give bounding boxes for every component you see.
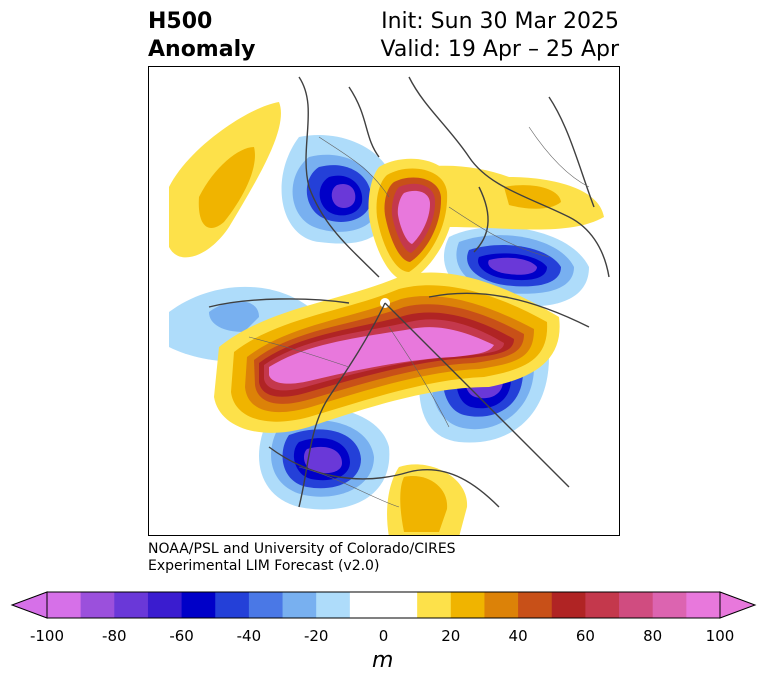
coastlines xyxy=(208,76,610,508)
colorbar xyxy=(10,591,757,619)
colorbar-swatch xyxy=(47,592,82,618)
colorbar-outline xyxy=(46,591,721,619)
colorbar-tick-label: 40 xyxy=(508,627,528,645)
colorbar-swatch xyxy=(282,592,317,618)
colorbar-tick-label: -60 xyxy=(169,627,194,645)
colorbar-tick-label: -80 xyxy=(102,627,127,645)
credit-line-2: Experimental LIM Forecast (v2.0) xyxy=(148,558,380,574)
colorbar-swatch xyxy=(652,592,687,618)
colorbar-swatch xyxy=(114,592,149,618)
valid-range: Valid: 19 Apr – 25 Apr xyxy=(380,37,620,62)
credit-text: NOAA/PSL and University of Colorado/CIRE… xyxy=(148,541,456,575)
colorbar-swatch xyxy=(619,592,654,618)
colorbar-tick-label: 0 xyxy=(378,627,389,645)
colorbar-swatch xyxy=(417,592,452,618)
colorbar-swatch xyxy=(80,592,115,618)
colorbar-swatch xyxy=(215,592,250,618)
colorbar-max-extend xyxy=(719,591,757,619)
colorbar-swatch xyxy=(316,592,351,618)
title-variable: H500 xyxy=(148,9,213,34)
colorbar-tick-label: -100 xyxy=(29,627,65,645)
colorbar-unit: m xyxy=(372,648,394,673)
colorbar-swatch xyxy=(248,592,284,618)
political-boundaries xyxy=(248,126,590,508)
colorbar-swatch xyxy=(349,592,384,618)
colorbar-min-extend xyxy=(10,591,48,619)
map-canvas xyxy=(169,76,610,535)
forecast-dates: Init: Sun 30 Mar 2025 Valid: 19 Apr – 25… xyxy=(381,8,620,64)
credit-line-1: NOAA/PSL and University of Colorado/CIRE… xyxy=(148,541,456,557)
init-date: Init: Sun 30 Mar 2025 xyxy=(381,9,619,34)
colorbar-swatch xyxy=(585,592,620,618)
colorbar-swatch xyxy=(518,592,553,618)
colorbar-tick-label: -40 xyxy=(236,627,262,645)
colorbar-swatch xyxy=(147,592,183,618)
colorbar-swatch xyxy=(383,592,418,618)
map-title: H500 Anomaly xyxy=(148,8,255,64)
title-anomaly: Anomaly xyxy=(148,37,256,62)
colorbar-tick-label: 60 xyxy=(575,627,595,645)
anomaly-map xyxy=(148,66,620,536)
colorbar-tick-label: 20 xyxy=(441,627,461,645)
colorbar-swatch xyxy=(551,592,586,618)
colorbar-tick-label: 80 xyxy=(643,627,663,645)
colorbar-swatch xyxy=(450,592,485,618)
colorbar-tick-label: -20 xyxy=(303,627,329,645)
colorbar-swatch xyxy=(484,592,519,618)
colorbar-tick-label: 100 xyxy=(705,627,735,645)
colorbar-swatch xyxy=(686,592,721,618)
positive-anomaly-fields xyxy=(169,102,604,535)
colorbar-swatch xyxy=(181,592,216,618)
